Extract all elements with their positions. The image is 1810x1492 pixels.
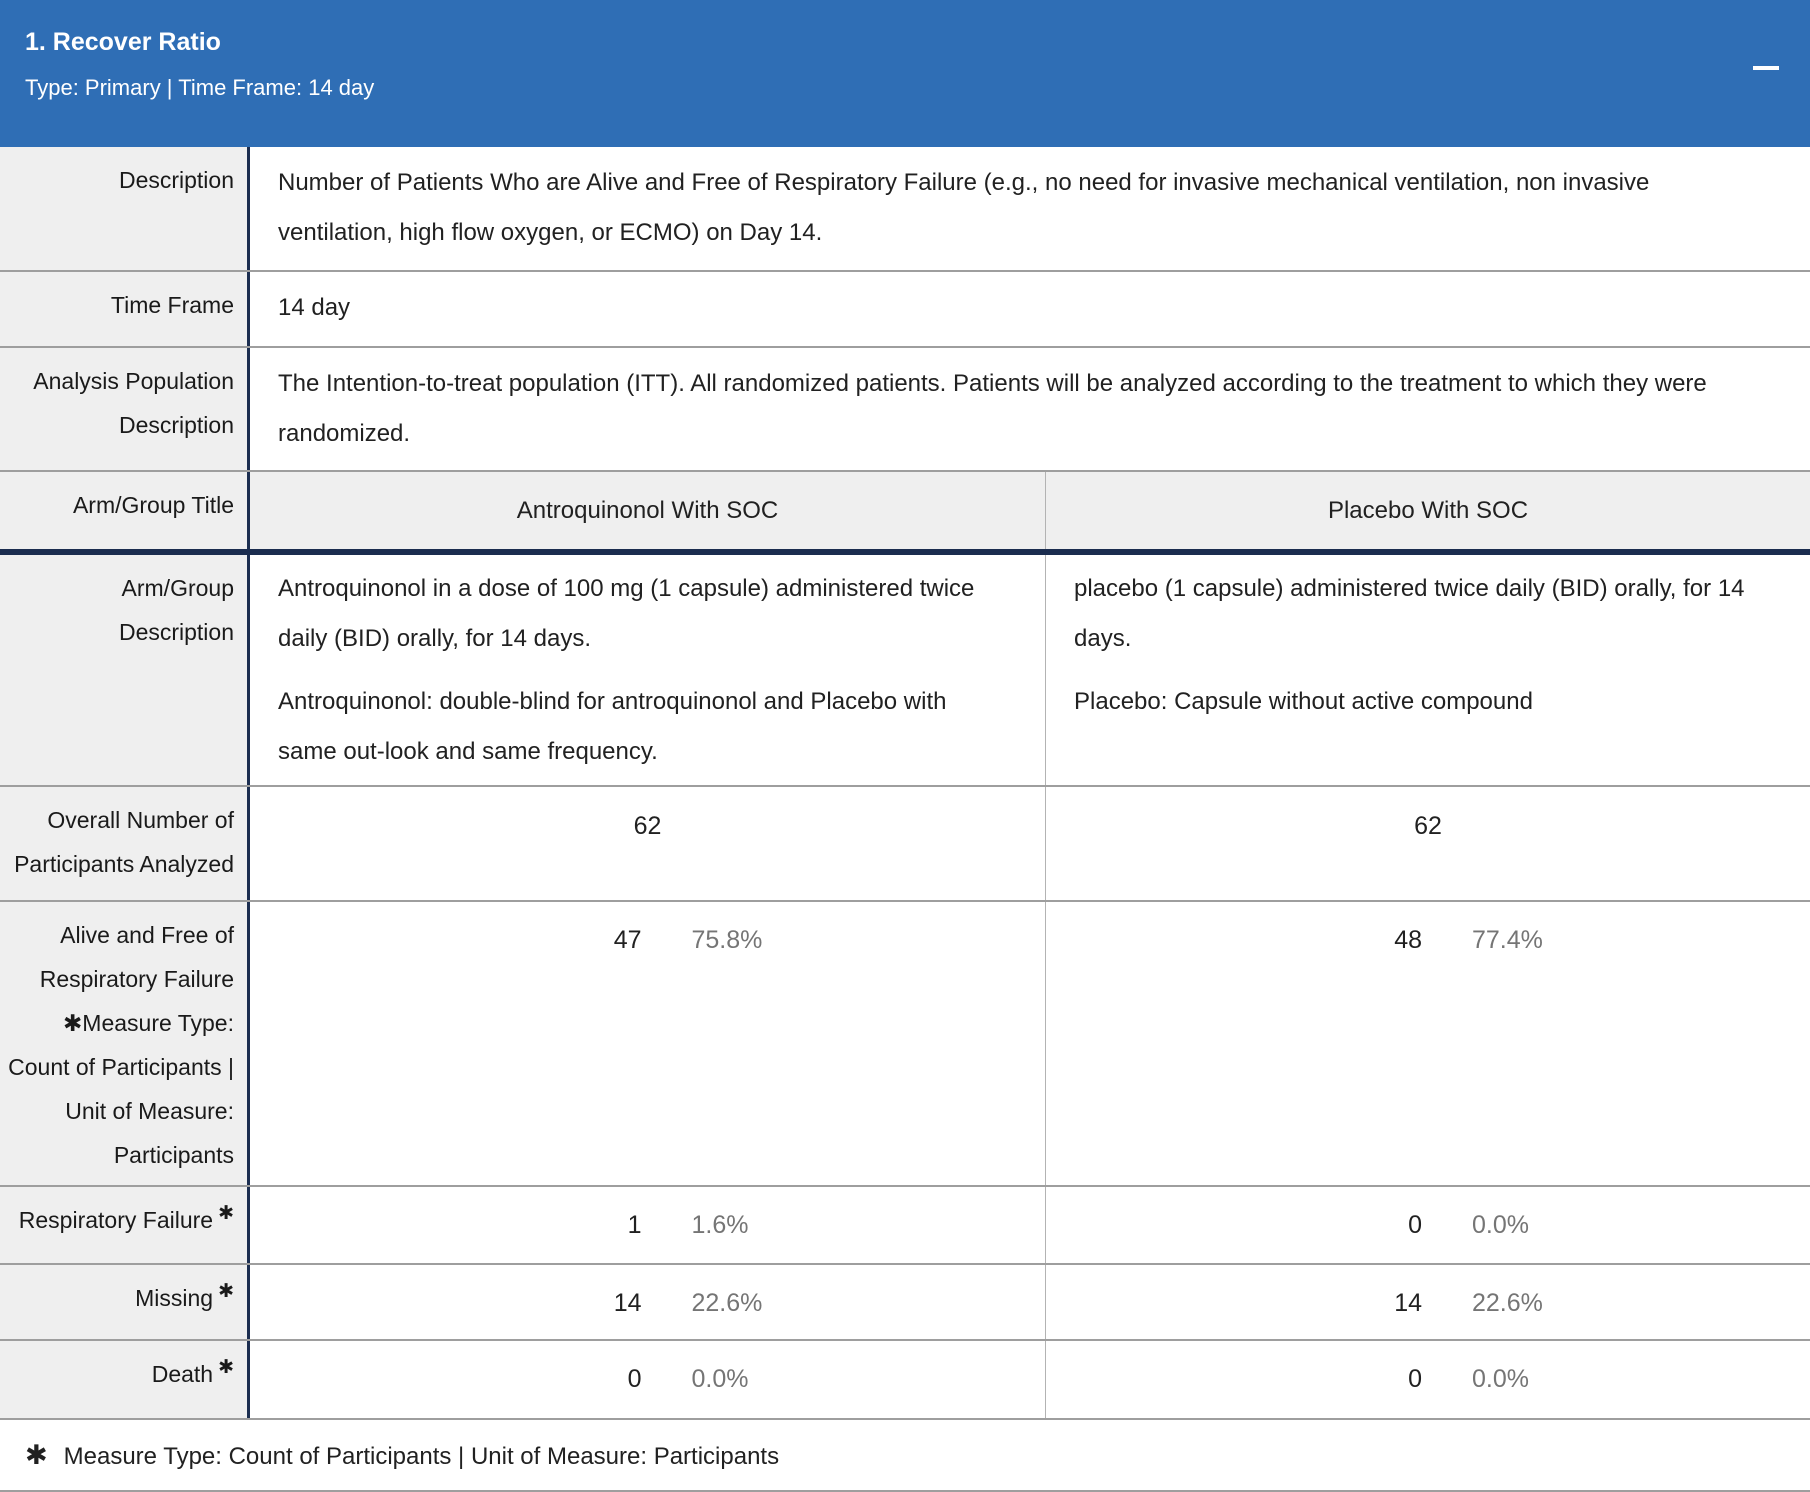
time-frame-label: Time Frame — [0, 272, 250, 346]
arm1-description-paragraph: Antroquinonol in a dose of 100 mg (1 cap… — [278, 575, 975, 652]
alive-free-label-text: Alive and Free of Respiratory Failure — [39, 922, 234, 992]
missing-label: Missing ✱ — [0, 1265, 250, 1339]
row-analysis-population: Analysis Population Description The Inte… — [0, 348, 1810, 472]
outcome-title: 1. Recover Ratio — [25, 28, 221, 56]
description-value: Number of Patients Who are Alive and Fre… — [278, 169, 1650, 246]
arm2-participants-value: 62 — [1045, 787, 1810, 900]
row-arm-group-title: Arm/Group Title Antroquinonol With SOC P… — [0, 472, 1810, 555]
arm-group-title-label: Arm/Group Title — [0, 472, 250, 549]
footnote-marker-icon: ✱ — [63, 1010, 83, 1036]
time-frame-value: 14 day — [278, 294, 351, 321]
arm2-title-cell: Placebo With SOC — [1045, 472, 1810, 549]
arm-group-description-label: Arm/Group Description — [0, 555, 250, 785]
percent-value: 0.0% — [1472, 1211, 1529, 1239]
row-description: Description Number of Patients Who are A… — [0, 147, 1810, 272]
count-value: 0 — [1408, 1365, 1422, 1393]
arm2-death-cell: 0 0.0% — [1045, 1341, 1810, 1418]
arm1-death-cell: 0 0.0% — [250, 1341, 1045, 1418]
count-value: 47 — [613, 926, 642, 954]
outcome-header: 1. Recover Ratio Type: Primary | Time Fr… — [0, 0, 1810, 147]
row-time-frame: Time Frame 14 day — [0, 272, 1810, 348]
arm2-description-paragraph: Placebo: Capsule without active compound — [1074, 688, 1533, 715]
percent-value: 1.6% — [691, 1211, 749, 1239]
participants-analyzed-label: Overall Number of Participants Analyzed — [0, 787, 250, 900]
arm1-missing-cell: 14 22.6% — [250, 1265, 1045, 1339]
count-value: 14 — [1394, 1289, 1422, 1317]
analysis-population-label: Analysis Population Description — [0, 348, 250, 470]
percent-value: 22.6% — [691, 1289, 763, 1317]
arm1-alive-free-cell: 47 75.8% — [250, 902, 1045, 1185]
description-label: Description — [0, 147, 250, 270]
footnote-text: Measure Type: Count of Participants | Un… — [63, 1443, 780, 1470]
arm2-alive-free-cell: 48 77.4% — [1045, 902, 1810, 1185]
arm1-description-paragraph: Antroquinonol: double-blind for antroqui… — [278, 688, 947, 765]
analysis-population-value: The Intention-to-treat population (ITT).… — [278, 370, 1707, 447]
percent-value: 0.0% — [1472, 1365, 1529, 1393]
row-participants-analyzed: Overall Number of Participants Analyzed … — [0, 787, 1810, 902]
count-value: 0 — [1408, 1211, 1422, 1239]
arm1-participants-value: 62 — [633, 812, 662, 840]
collapse-button[interactable] — [1744, 54, 1788, 82]
alive-free-measure-info: Measure Type: Count of Participants | Un… — [8, 1010, 234, 1168]
missing-label-text: Missing — [135, 1285, 214, 1311]
respiratory-failure-label-text: Respiratory Failure — [18, 1207, 214, 1233]
percent-value: 0.0% — [691, 1365, 749, 1393]
minus-icon — [1753, 66, 1779, 70]
row-missing: Missing ✱ 14 22.6% 14 22.6% — [0, 1265, 1810, 1341]
count-value: 14 — [613, 1289, 642, 1317]
row-alive-free: Alive and Free of Respiratory Failure ✱M… — [0, 902, 1810, 1187]
death-label: Death ✱ — [0, 1341, 250, 1418]
arm2-respiratory-failure-cell: 0 0.0% — [1045, 1187, 1810, 1263]
percent-value: 22.6% — [1472, 1289, 1543, 1317]
respiratory-failure-label: Respiratory Failure ✱ — [0, 1187, 250, 1263]
arm2-description-paragraph: placebo (1 capsule) administered twice d… — [1074, 575, 1745, 652]
arm1-respiratory-failure-cell: 1 1.6% — [250, 1187, 1045, 1263]
count-value: 0 — [627, 1365, 642, 1393]
footnote-marker-icon: ✱ — [25, 1440, 48, 1470]
death-label-text: Death — [151, 1361, 214, 1387]
row-death: Death ✱ 0 0.0% 0 0.0% — [0, 1341, 1810, 1420]
row-respiratory-failure: Respiratory Failure ✱ 1 1.6% 0 0.0% — [0, 1187, 1810, 1265]
count-value: 48 — [1394, 926, 1422, 954]
alive-free-label: Alive and Free of Respiratory Failure ✱M… — [0, 902, 250, 1185]
row-footnote: ✱ Measure Type: Count of Participants | U… — [0, 1420, 1810, 1492]
arm1-title-cell: Antroquinonol With SOC — [250, 472, 1045, 549]
percent-value: 75.8% — [691, 926, 763, 954]
row-arm-group-description: Arm/Group Description Antroquinonol in a… — [0, 555, 1810, 787]
arm2-missing-cell: 14 22.6% — [1045, 1265, 1810, 1339]
count-value: 1 — [627, 1211, 642, 1239]
arm1-description-cell: Antroquinonol in a dose of 100 mg (1 cap… — [250, 555, 1045, 785]
outcome-subtitle: Type: Primary | Time Frame: 14 day — [25, 75, 375, 101]
arm2-description-cell: placebo (1 capsule) administered twice d… — [1045, 555, 1810, 785]
percent-value: 77.4% — [1472, 926, 1543, 954]
